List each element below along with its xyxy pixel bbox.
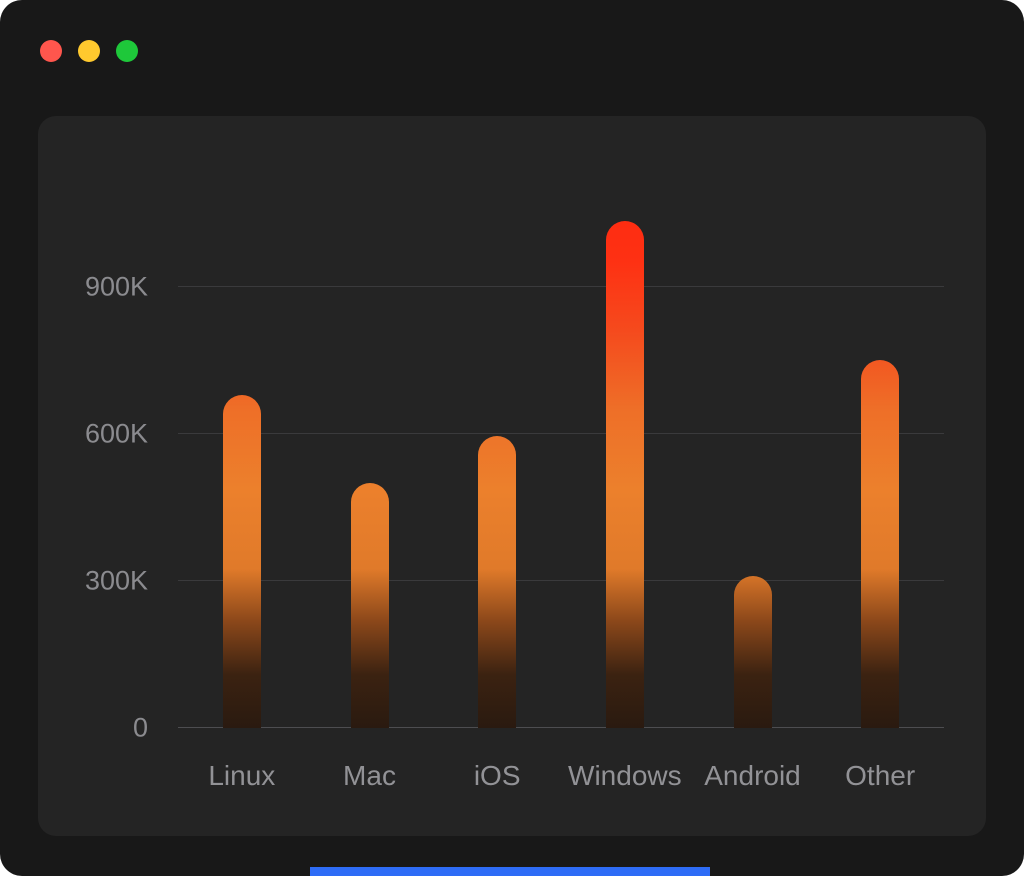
gridline [178,286,944,287]
gridline [178,433,944,434]
x-axis-line [178,727,944,728]
x-axis-label-other: Other [845,760,916,791]
x-axis-label-android: Android [704,760,801,791]
y-axis-tick-label: 600K [84,418,148,449]
chart-panel: 0 300K 600K 900K Linux Mac iOS Windows Android Ot… [38,116,986,836]
maximize-button[interactable] [116,40,138,62]
window-controls [40,40,138,62]
x-axis-label-mac: Mac [343,760,396,791]
x-axis-label-ios: iOS [473,760,521,791]
bar-chart: 0 300K 600K 900K Linux Mac iOS Windows Android Ot… [85,168,944,791]
bar-windows[interactable] [605,221,644,728]
bar-ios[interactable] [478,436,517,728]
x-axis-label-windows: Windows [568,760,682,791]
y-axis-tick-label: 900K [84,271,148,302]
close-button[interactable] [40,40,62,62]
bar-android[interactable] [733,576,772,728]
bar-other[interactable] [861,360,900,728]
minimize-button[interactable] [78,40,100,62]
bottom-blue-bar [310,867,710,876]
gridline [178,580,944,581]
y-axis-tick-label: 300K [84,565,148,596]
bar-mac[interactable] [350,483,389,728]
y-axis-tick-label: 0 [132,712,148,743]
x-axis-label-linux: Linux [208,760,276,791]
bar-linux[interactable] [222,395,261,728]
